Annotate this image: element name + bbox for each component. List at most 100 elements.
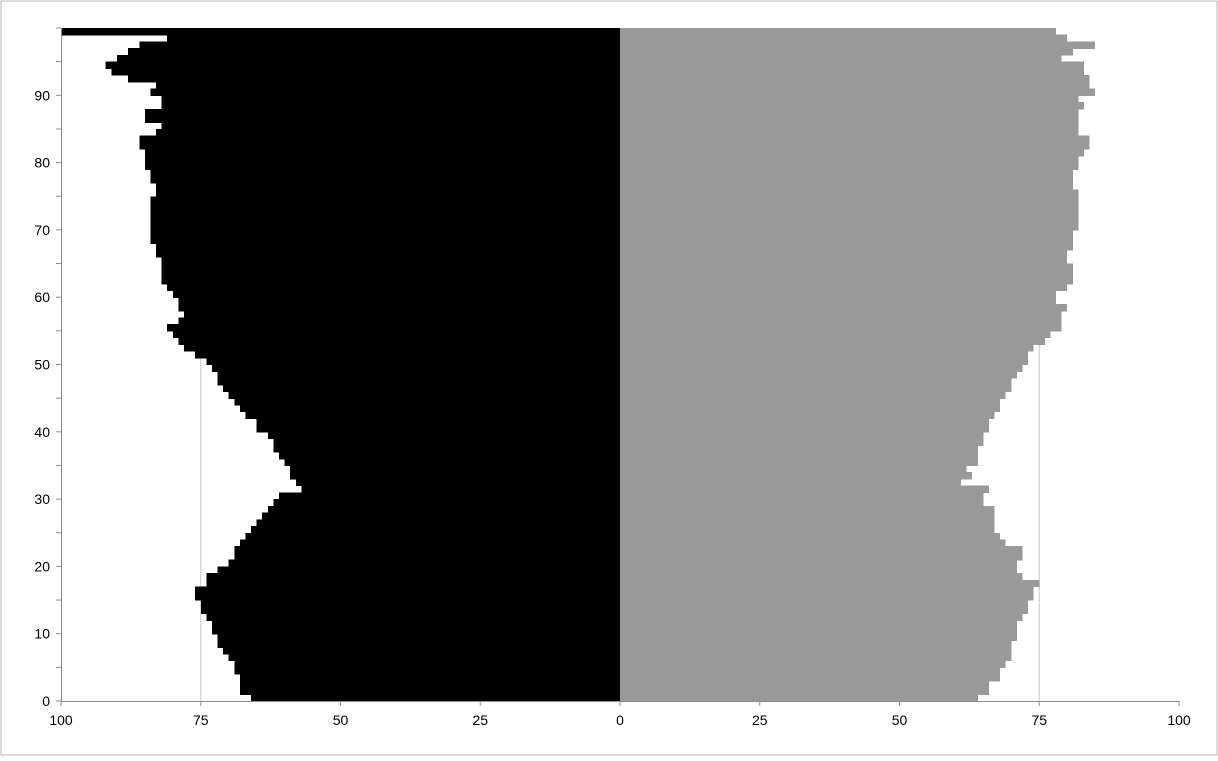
bar-right-87 (620, 108, 1079, 117)
bar-right-30 (620, 492, 984, 500)
bar-left-73 (150, 202, 620, 211)
bar-right-78 (620, 169, 1073, 177)
bar-right-68 (620, 236, 1073, 244)
bar-right-43 (620, 404, 1001, 413)
y-tick-label: 90 (34, 87, 50, 103)
bar-right-16 (620, 586, 1034, 594)
bar-right-33 (620, 472, 973, 480)
bar-left-27 (262, 512, 620, 520)
bar-left-8 (217, 640, 620, 648)
bar-left-69 (150, 229, 620, 238)
bar-left-82 (139, 142, 620, 150)
bar-left-4 (234, 667, 621, 675)
y-tick-label: 50 (34, 357, 50, 373)
bar-left-42 (245, 411, 620, 419)
bar-left-12 (206, 613, 620, 621)
bar-right-24 (620, 532, 1001, 541)
bar-right-77 (620, 176, 1073, 184)
bar-left-72 (150, 209, 620, 218)
bar-right-27 (620, 512, 995, 520)
bar-left-88 (161, 102, 620, 110)
bar-right-47 (620, 377, 1012, 386)
y-tick-label: 20 (34, 558, 50, 574)
bar-right-32 (620, 478, 961, 487)
bars (61, 28, 1096, 702)
bar-left-48 (217, 371, 620, 379)
bar-right-46 (620, 384, 1012, 393)
bar-right-66 (620, 250, 1068, 258)
bar-right-41 (620, 418, 989, 426)
bar-right-49 (620, 364, 1023, 372)
bar-right-70 (620, 223, 1079, 231)
bar-left-57 (183, 310, 621, 318)
bar-right-17 (620, 579, 1040, 588)
y-tick-label: 80 (34, 155, 50, 171)
bar-left-85 (161, 122, 620, 130)
bar-left-39 (267, 431, 620, 440)
bar-right-13 (620, 606, 1029, 615)
x-tick-label: 75 (1031, 712, 1047, 728)
bar-right-3 (620, 674, 1001, 682)
bar-right-60 (620, 290, 1057, 298)
bar-left-95 (116, 54, 621, 63)
bar-left-11 (211, 620, 620, 628)
bar-right-85 (620, 122, 1079, 130)
bar-left-3 (239, 674, 620, 682)
bar-left-25 (251, 526, 620, 534)
bar-left-22 (234, 546, 621, 554)
bar-right-82 (620, 142, 1090, 150)
bar-right-44 (620, 398, 1001, 406)
bar-left-18 (206, 573, 620, 581)
x-tick-label: 0 (616, 712, 624, 728)
bar-right-9 (620, 633, 1017, 642)
bar-right-91 (620, 81, 1090, 90)
bar-right-90 (620, 88, 1096, 96)
x-tick-label: 50 (892, 712, 908, 728)
bar-right-4 (620, 667, 1001, 675)
bar-right-65 (620, 256, 1068, 265)
bar-right-96 (620, 48, 1073, 56)
x-tick-label: 100 (1167, 712, 1191, 728)
bar-right-26 (620, 519, 995, 527)
bar-right-67 (620, 243, 1073, 251)
x-tick-label: 25 (752, 712, 768, 728)
bar-left-16 (195, 586, 620, 594)
bar-left-58 (178, 303, 620, 312)
bar-left-80 (144, 155, 620, 164)
bar-left-93 (111, 68, 620, 76)
bar-right-6 (620, 653, 1012, 662)
bar-left-71 (150, 216, 620, 224)
bar-right-94 (620, 61, 1084, 69)
bar-right-21 (620, 552, 1023, 561)
bar-left-53 (178, 337, 620, 345)
bar-left-20 (228, 559, 620, 567)
bar-left-44 (234, 398, 621, 406)
y-tick-label: 40 (34, 424, 50, 440)
bar-right-75 (620, 189, 1079, 197)
bar-left-51 (195, 351, 620, 359)
bar-left-55 (167, 324, 620, 332)
bar-right-35 (620, 458, 978, 467)
bar-left-84 (156, 128, 620, 137)
bar-right-1 (620, 687, 989, 695)
bar-left-30 (279, 492, 620, 500)
bar-right-97 (620, 41, 1096, 49)
bar-right-76 (620, 182, 1073, 191)
bar-left-49 (211, 364, 620, 372)
bar-left-52 (183, 344, 621, 352)
bar-right-80 (620, 155, 1079, 164)
bar-left-67 (156, 243, 620, 251)
bar-left-31 (301, 485, 620, 493)
bar-right-29 (620, 499, 984, 507)
bar-left-29 (273, 499, 620, 507)
bar-right-56 (620, 317, 1062, 325)
bar-right-10 (620, 626, 1017, 635)
bar-left-87 (144, 108, 620, 117)
bar-left-19 (217, 566, 620, 574)
bar-right-36 (620, 451, 978, 460)
x-tick-label: 50 (333, 712, 349, 728)
bar-right-18 (620, 573, 1023, 581)
bar-right-61 (620, 283, 1068, 292)
bar-right-23 (620, 539, 1006, 547)
bar-right-81 (620, 149, 1084, 157)
